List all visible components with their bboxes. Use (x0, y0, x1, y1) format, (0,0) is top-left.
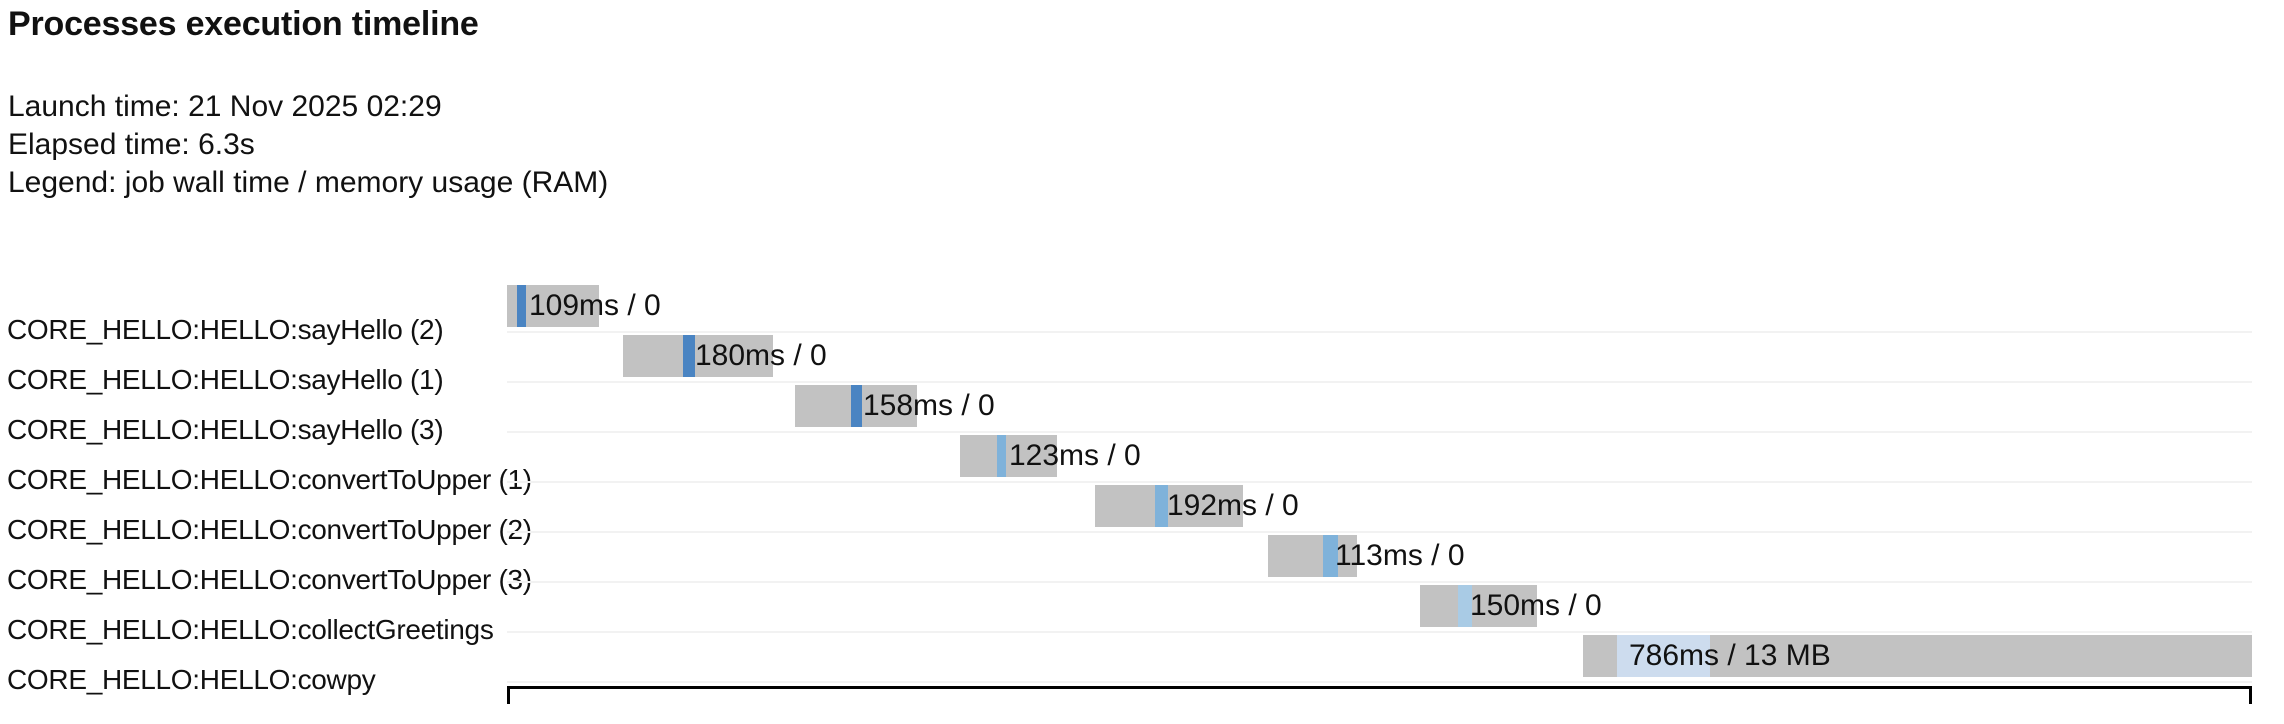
task-bar[interactable] (1095, 485, 1243, 527)
timeline-row: CORE_HELLO:HELLO:convertToUpper (2) 192ms… (0, 483, 2284, 545)
task-duration-label: 786ms / 13 MB (1629, 639, 1831, 672)
task-bar[interactable] (960, 435, 1057, 477)
task-duration-label: 192ms / 0 (1167, 489, 1299, 522)
task-duration-label: 123ms / 0 (1009, 439, 1141, 472)
task-run-segment (1323, 535, 1338, 577)
elapsed-time-text: Elapsed time: 6.3s (8, 128, 255, 161)
task-bar[interactable] (507, 285, 599, 327)
row-gridline (507, 581, 2252, 583)
page-title: Processes execution timeline (8, 5, 479, 43)
task-duration-label: 158ms / 0 (863, 389, 995, 422)
task-run-segment (1458, 585, 1472, 627)
timeline-row: CORE_HELLO:HELLO:sayHello (2) 109ms / 0 (0, 283, 2284, 345)
process-label: CORE_HELLO:HELLO:sayHello (1) (7, 364, 444, 395)
row-gridline (507, 481, 2252, 483)
task-run-segment (1617, 635, 1710, 677)
timeline-row: CORE_HELLO:HELLO:sayHello (3) 158ms / 0 (0, 383, 2284, 445)
task-run-segment (517, 285, 526, 327)
task-run-segment (851, 385, 862, 427)
row-gridline (507, 531, 2252, 533)
row-gridline (507, 331, 2252, 333)
task-run-segment (683, 335, 695, 377)
process-label: CORE_HELLO:HELLO:convertToUpper (2) (7, 514, 532, 545)
timeline-row: CORE_HELLO:HELLO:sayHello (1) 180ms / 0 (0, 333, 2284, 395)
process-label: CORE_HELLO:HELLO:collectGreetings (7, 614, 494, 645)
timeline-row: CORE_HELLO:HELLO:collectGreetings 150ms /… (0, 583, 2284, 645)
process-label: CORE_HELLO:HELLO:cowpy (7, 664, 376, 695)
timeline-row: CORE_HELLO:HELLO:convertToUpper (3) 113ms… (0, 533, 2284, 595)
task-duration-label: 150ms / 0 (1470, 589, 1602, 622)
process-label: CORE_HELLO:HELLO:sayHello (2) (7, 314, 444, 345)
task-bar[interactable] (623, 335, 773, 377)
process-label: CORE_HELLO:HELLO:convertToUpper (3) (7, 564, 532, 595)
timeline-row: CORE_HELLO:HELLO:cowpy 786ms / 13 MB (0, 633, 2284, 695)
report-meta: Launch time: 21 Nov 2025 02:29 Elapsed t… (8, 88, 608, 202)
bottom-panel (507, 686, 2252, 704)
task-duration-label: 113ms / 0 (1335, 539, 1465, 572)
process-label: CORE_HELLO:HELLO:sayHello (3) (7, 414, 444, 445)
task-bar[interactable] (1268, 535, 1357, 577)
task-run-segment (1155, 485, 1168, 527)
row-gridline (507, 431, 2252, 433)
task-bar[interactable] (795, 385, 917, 427)
timeline-chart: CORE_HELLO:HELLO:sayHello (2) 109ms / 0 CO… (0, 283, 2284, 695)
legend-text: Legend: job wall time / memory usage (RA… (8, 166, 609, 199)
task-run-segment (997, 435, 1006, 477)
launch-time-text: Launch time: 21 Nov 2025 02:29 (8, 90, 442, 123)
task-bar[interactable] (1420, 585, 1537, 627)
row-gridline (507, 381, 2252, 383)
task-duration-label: 180ms / 0 (695, 339, 827, 372)
timeline-row: CORE_HELLO:HELLO:convertToUpper (1) 123ms… (0, 433, 2284, 495)
row-gridline (507, 631, 2252, 633)
process-label: CORE_HELLO:HELLO:convertToUpper (1) (7, 464, 532, 495)
task-bar[interactable] (1583, 635, 2252, 677)
row-gridline (507, 681, 2252, 683)
task-duration-label: 109ms / 0 (529, 289, 661, 322)
